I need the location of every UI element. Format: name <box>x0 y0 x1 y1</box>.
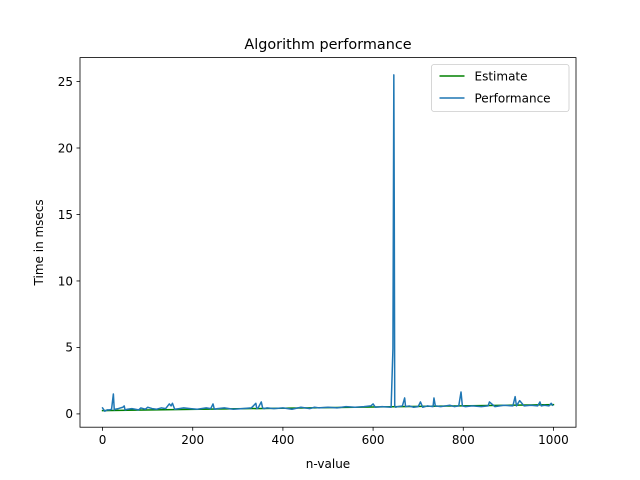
chart-title: Algorithm performance <box>244 37 411 53</box>
y-tick-label: 25 <box>58 75 73 89</box>
x-tick-label: 1000 <box>538 433 569 447</box>
axes-frame <box>79 57 577 428</box>
x-axis-label: n-value <box>306 457 350 471</box>
x-tick-label: 200 <box>181 433 204 447</box>
x-tick-label: 800 <box>452 433 475 447</box>
y-tick-label: 0 <box>65 407 73 421</box>
x-tick-label: 400 <box>271 433 294 447</box>
x-axis-ticks: 0 200 400 600 800 1000 <box>99 427 569 447</box>
y-tick-label: 20 <box>58 141 73 155</box>
series-layer <box>101 74 555 412</box>
x-tick-label: 600 <box>362 433 385 447</box>
series-line-performance <box>101 74 554 412</box>
legend-label-estimate: Estimate <box>475 69 528 83</box>
y-axis-label: Time in msecs <box>32 199 46 286</box>
legend-box <box>431 64 570 112</box>
legend-label-performance: Performance <box>475 91 551 105</box>
y-tick-label: 15 <box>58 208 73 222</box>
plot-area <box>80 57 576 428</box>
y-axis-ticks: 0 5 10 15 20 25 <box>58 75 80 421</box>
y-tick-label: 5 <box>65 341 73 355</box>
legend: Estimate Performance <box>431 64 570 112</box>
y-tick-label: 10 <box>58 274 73 288</box>
x-tick-label: 0 <box>99 433 107 447</box>
